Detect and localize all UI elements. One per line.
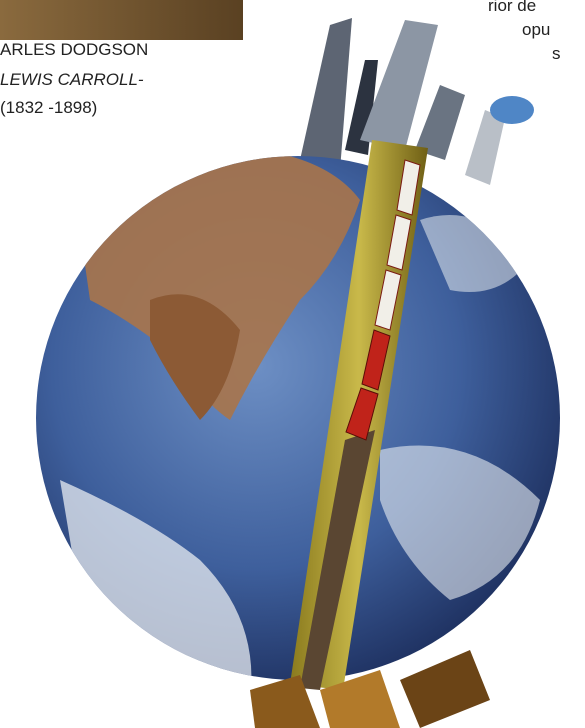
continents xyxy=(60,156,540,680)
side-text-line: rior de xyxy=(488,0,537,15)
caption-pseudonym: LEWIS CARROLL- xyxy=(0,70,144,89)
side-text-line: s xyxy=(552,44,561,63)
caption-dates: (1832 -1898) xyxy=(0,98,98,117)
bottom-city xyxy=(250,650,490,728)
skyline xyxy=(300,18,534,185)
portrait-photo xyxy=(0,0,243,40)
caption-name: ARLES DODGSON xyxy=(0,40,149,59)
side-text-line: opu xyxy=(522,20,551,39)
rail-bed xyxy=(300,430,375,690)
train xyxy=(345,159,421,441)
